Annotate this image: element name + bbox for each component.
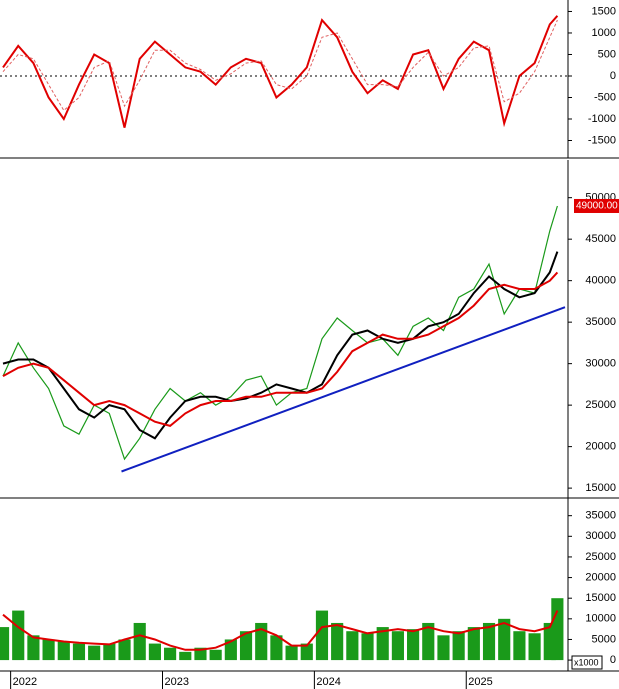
volume-bar xyxy=(513,631,526,661)
series-line xyxy=(2,15,559,128)
volume-bar xyxy=(224,639,237,661)
volume-bar xyxy=(452,631,465,661)
y-tick-label: 30000 xyxy=(585,358,616,370)
volume-bar xyxy=(551,598,564,661)
volume-bar xyxy=(133,622,146,661)
y-tick-label: 0 xyxy=(610,654,616,666)
volume-bar xyxy=(407,629,420,661)
y-tick-label: 25000 xyxy=(585,551,616,563)
price-tag-label: 49000.00 xyxy=(576,201,618,212)
volume-bar xyxy=(72,643,86,661)
volume-bar xyxy=(361,633,374,661)
y-unit: x1000 xyxy=(574,657,599,667)
volume-bar xyxy=(528,633,541,661)
y-tick-label: 15000 xyxy=(585,592,616,604)
y-tick-label: 20000 xyxy=(585,571,616,583)
volume-bar xyxy=(422,622,435,661)
x-tick-label: 2025 xyxy=(468,676,492,688)
volume-bar xyxy=(315,610,329,661)
volume-bar xyxy=(239,631,253,661)
volume-bar xyxy=(103,643,116,661)
y-tick-label: 15000 xyxy=(585,482,616,494)
volume-bar xyxy=(118,639,131,661)
volume-bar xyxy=(0,627,10,661)
volume-bar xyxy=(194,647,207,661)
y-tick-label: -1000 xyxy=(588,113,616,125)
x-tick-label: 2023 xyxy=(165,676,189,688)
y-tick-label: 20000 xyxy=(585,441,616,453)
volume-bar xyxy=(376,627,389,661)
y-tick-label: 30000 xyxy=(585,530,616,542)
y-tick-label: 35000 xyxy=(585,510,616,522)
x-tick-label: 2022 xyxy=(13,676,37,688)
trendline xyxy=(121,306,566,473)
volume-bar xyxy=(42,639,55,661)
volume-bar xyxy=(255,622,268,661)
y-tick-label: 25000 xyxy=(585,399,616,411)
x-tick-label: 2024 xyxy=(316,676,340,688)
series-line xyxy=(2,19,558,112)
volume-bar xyxy=(346,631,359,661)
volume-bar xyxy=(498,618,511,661)
volume-bar xyxy=(482,622,496,661)
y-tick-label: 40000 xyxy=(585,275,616,287)
volume-bar xyxy=(467,627,480,661)
volume-bar xyxy=(12,610,25,661)
unit-box xyxy=(571,655,603,670)
price-tag xyxy=(574,198,619,213)
volume-bar xyxy=(331,622,344,661)
volume-bar xyxy=(270,635,283,661)
series-line xyxy=(2,205,558,461)
volume-bar xyxy=(179,651,192,661)
volume-bar xyxy=(300,643,313,661)
y-tick-label: 1500 xyxy=(592,5,616,17)
y-tick-label: 500 xyxy=(598,48,616,60)
y-tick-label: -500 xyxy=(594,91,616,103)
y-tick-label: 10000 xyxy=(585,613,616,625)
volume-bar xyxy=(209,649,222,661)
y-tick-label: -1500 xyxy=(588,134,616,146)
volume-bar xyxy=(88,645,101,661)
volume-bar xyxy=(57,641,70,661)
volume-bar xyxy=(391,631,404,661)
series-line xyxy=(2,251,559,440)
y-tick-label: 35000 xyxy=(585,316,616,328)
volume-bar xyxy=(285,645,298,661)
y-tick-label: 1000 xyxy=(592,27,616,39)
series-line xyxy=(2,271,559,428)
y-tick-label: 45000 xyxy=(585,233,616,245)
volume-average xyxy=(2,610,559,651)
volume-bar xyxy=(27,635,40,661)
y-tick-label: 5000 xyxy=(592,633,616,645)
y-tick-label: 0 xyxy=(610,70,616,82)
volume-bar xyxy=(148,643,161,661)
volume-bar xyxy=(437,635,450,661)
volume-bar xyxy=(164,647,177,661)
